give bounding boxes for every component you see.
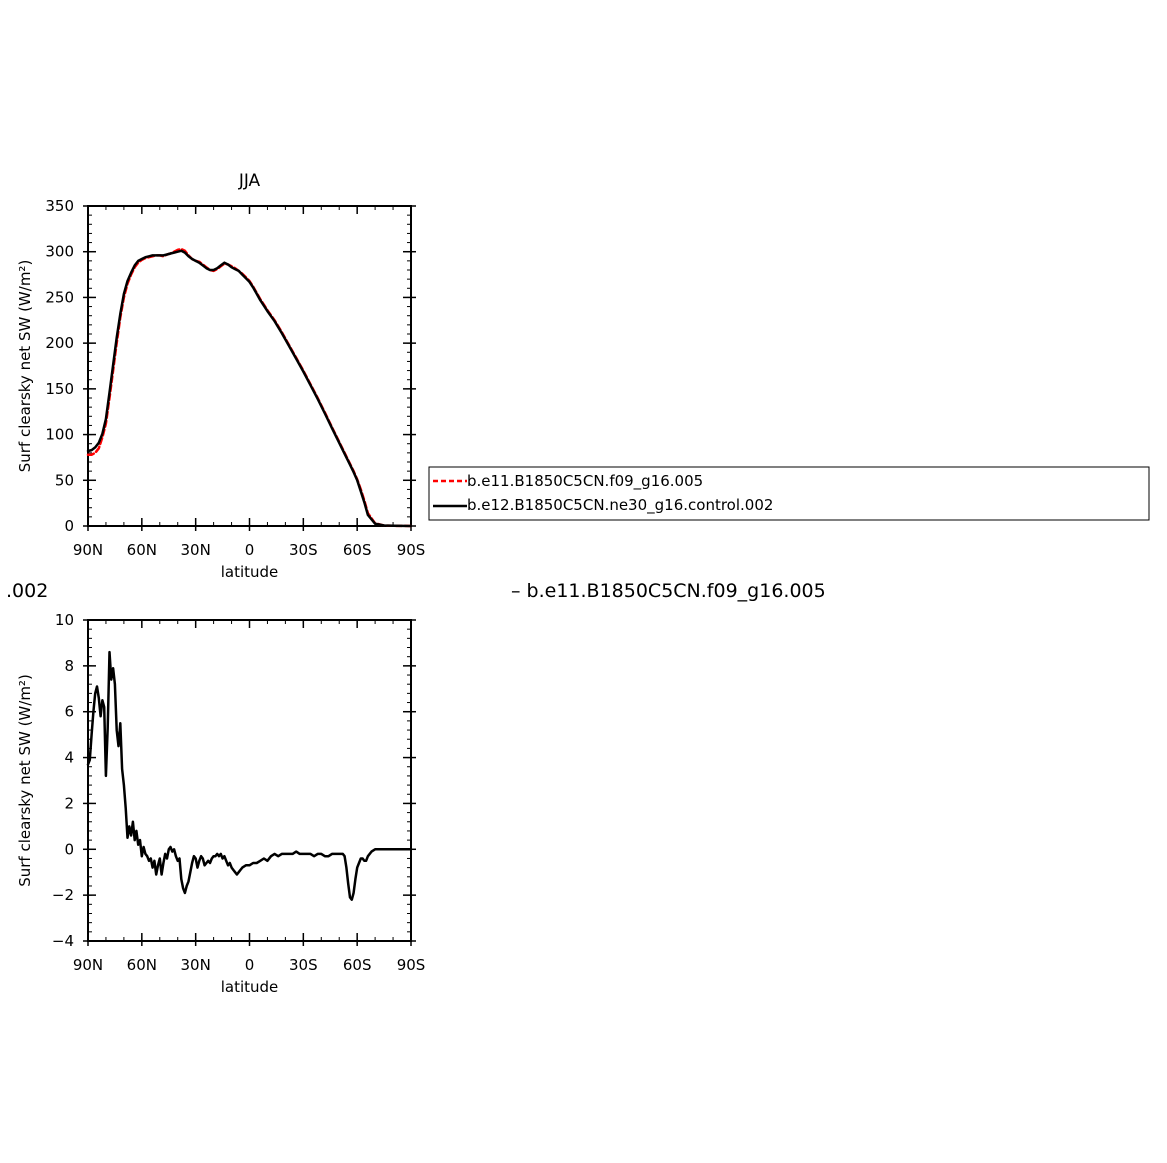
bottom-panel-difference-chart: 90N 60N 30N 0 30S 60S 90S −4 −2 0 2 4 6 8 10 latitude Su…: [16, 611, 425, 996]
panel2-y-tick-label: −2: [52, 886, 74, 904]
panel2-x-tick-label: 60S: [343, 956, 372, 974]
panel1-series-line-1: [86, 247, 413, 528]
legend: b.e11.B1850C5CN.f09_g16.005 b.e12.B1850C…: [428, 466, 1150, 521]
panel1-series-line-2: [86, 249, 413, 528]
panel2-y-axis-label: Surf clearsky net SW (W/m²): [16, 674, 34, 887]
panel1-plot-frame: [87, 205, 412, 527]
panel2-series-line-1: [86, 650, 413, 901]
panel2-y-tick-label: 10: [55, 611, 74, 629]
panel1-x-tick-label: 60N: [127, 541, 157, 559]
panel2-y-tick-label: 8: [64, 657, 74, 675]
panel1-x-tick-label: 90S: [397, 541, 426, 559]
panel2-x-axis-label: latitude: [221, 978, 279, 996]
panel1-y-tick-label: 350: [45, 197, 74, 215]
panel1-y-tick-label: 250: [45, 288, 74, 306]
panel2-y-tick-label: 0: [64, 840, 74, 858]
panel1-y-tick-label: 50: [55, 471, 74, 489]
panel1-y-tick-label: 0: [64, 517, 74, 535]
panel1-y-tick-label: 300: [45, 243, 74, 261]
panel2-y-tick-label: 4: [64, 749, 74, 767]
panel1-y-tick-label: 150: [45, 380, 74, 398]
legend-label-series-1: b.e11.B1850C5CN.f09_g16.005: [467, 472, 703, 491]
panel1-y-tick-label: 100: [45, 426, 74, 444]
panel1-x-tick-label: 30N: [181, 541, 211, 559]
legend-box: [428, 466, 1150, 521]
panel2-x-tick-label: 90S: [397, 956, 426, 974]
legend-label-series-2: b.e12.B1850C5CN.ne30_g16.control.002: [467, 496, 773, 515]
panel1-chart-title: JJA: [238, 171, 261, 191]
panel2-plot-frame: [87, 619, 412, 942]
panel1-x-tick-label: 90N: [73, 541, 103, 559]
panel1-y-tick-label: 200: [45, 334, 74, 352]
panel1-x-tick-label: 0: [245, 541, 255, 559]
subtitle-right-label: – b.e11.B1850C5CN.f09_g16.005: [511, 580, 826, 602]
panel1-x-axis-label: latitude: [221, 563, 279, 581]
panel2-y-tick-label: −4: [52, 932, 74, 950]
panel2-x-tick-label: 0: [245, 956, 255, 974]
top-panel-line-chart: 90N 60N 30N 0 30S 60S 90S 0 50 100 150 200 250 300 350…: [16, 171, 425, 581]
subtitle-left-fragment: .002: [6, 580, 48, 602]
panel2-y-tick-label: 2: [64, 794, 74, 812]
panel1-x-tick-label: 60S: [343, 541, 372, 559]
panel2-y-tick-label: 6: [64, 703, 74, 721]
panel2-x-tick-label: 30N: [181, 956, 211, 974]
panel1-y-axis-label: Surf clearsky net SW (W/m²): [16, 260, 34, 473]
panel2-x-tick-label: 30S: [289, 956, 318, 974]
panel2-x-tick-label: 90N: [73, 956, 103, 974]
panel1-x-tick-label: 30S: [289, 541, 318, 559]
panel2-x-tick-label: 60N: [127, 956, 157, 974]
